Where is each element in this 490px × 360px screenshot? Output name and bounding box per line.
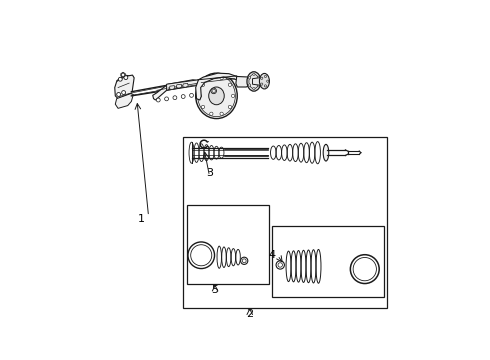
Polygon shape: [117, 75, 133, 84]
Circle shape: [210, 76, 213, 80]
Circle shape: [228, 105, 232, 109]
Circle shape: [181, 95, 185, 99]
Circle shape: [248, 77, 251, 79]
Polygon shape: [115, 94, 133, 108]
Circle shape: [119, 77, 122, 81]
Polygon shape: [167, 80, 198, 90]
Ellipse shape: [196, 73, 237, 118]
Circle shape: [156, 98, 160, 102]
Circle shape: [220, 76, 223, 80]
Ellipse shape: [259, 73, 270, 89]
Circle shape: [190, 94, 194, 97]
Circle shape: [248, 84, 251, 86]
Polygon shape: [121, 72, 125, 77]
Text: 5: 5: [212, 285, 219, 296]
Circle shape: [201, 83, 205, 86]
Polygon shape: [196, 73, 238, 100]
Circle shape: [253, 87, 255, 90]
Ellipse shape: [247, 72, 261, 91]
Ellipse shape: [209, 87, 224, 105]
Circle shape: [253, 73, 255, 75]
Circle shape: [257, 84, 259, 86]
Circle shape: [257, 77, 259, 79]
Circle shape: [198, 94, 201, 98]
Circle shape: [165, 97, 169, 101]
Circle shape: [201, 105, 205, 109]
Text: 1: 1: [138, 214, 145, 224]
Circle shape: [173, 96, 177, 100]
Circle shape: [231, 94, 235, 98]
Ellipse shape: [323, 144, 329, 161]
Polygon shape: [252, 77, 265, 85]
Circle shape: [228, 83, 232, 86]
Polygon shape: [153, 80, 198, 100]
Circle shape: [211, 88, 217, 94]
Bar: [272, 226, 384, 297]
Polygon shape: [115, 75, 134, 99]
Text: 4: 4: [269, 250, 275, 260]
Polygon shape: [170, 86, 175, 90]
Circle shape: [210, 112, 213, 116]
Circle shape: [124, 76, 128, 80]
Circle shape: [117, 93, 121, 96]
Circle shape: [122, 91, 125, 94]
Circle shape: [220, 112, 223, 116]
Text: 2: 2: [246, 309, 253, 319]
Polygon shape: [236, 76, 252, 87]
Polygon shape: [176, 84, 182, 88]
Bar: [187, 205, 269, 284]
Text: 3: 3: [206, 168, 213, 179]
Bar: [183, 138, 387, 308]
Circle shape: [122, 73, 125, 76]
Polygon shape: [183, 84, 188, 87]
